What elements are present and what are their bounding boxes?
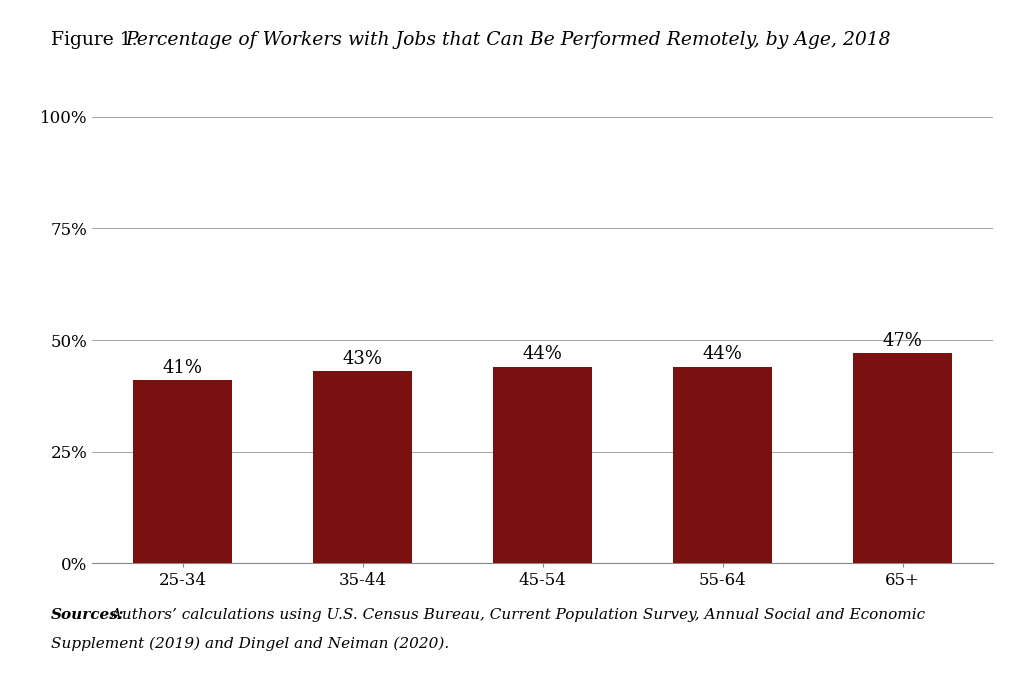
Text: Figure 1.: Figure 1.: [51, 31, 143, 49]
Bar: [313, 371, 413, 563]
Text: Sources:: Sources:: [51, 608, 125, 622]
Text: Authors’ calculations using U.S. Census Bureau, Current Population Survey, Annua: Authors’ calculations using U.S. Census …: [106, 608, 926, 622]
Text: 47%: 47%: [883, 332, 923, 350]
Text: 41%: 41%: [163, 359, 203, 376]
Bar: [133, 381, 232, 563]
Bar: [853, 353, 952, 563]
Text: Percentage of Workers with Jobs that Can Be Performed Remotely, by Age, 2018: Percentage of Workers with Jobs that Can…: [125, 31, 891, 49]
Text: 44%: 44%: [523, 346, 562, 363]
Text: Supplement (2019) and Dingel and Neiman (2020).: Supplement (2019) and Dingel and Neiman …: [51, 637, 450, 651]
Bar: [494, 367, 592, 563]
Text: 43%: 43%: [343, 350, 383, 368]
Text: 44%: 44%: [702, 346, 742, 363]
Bar: [673, 367, 772, 563]
